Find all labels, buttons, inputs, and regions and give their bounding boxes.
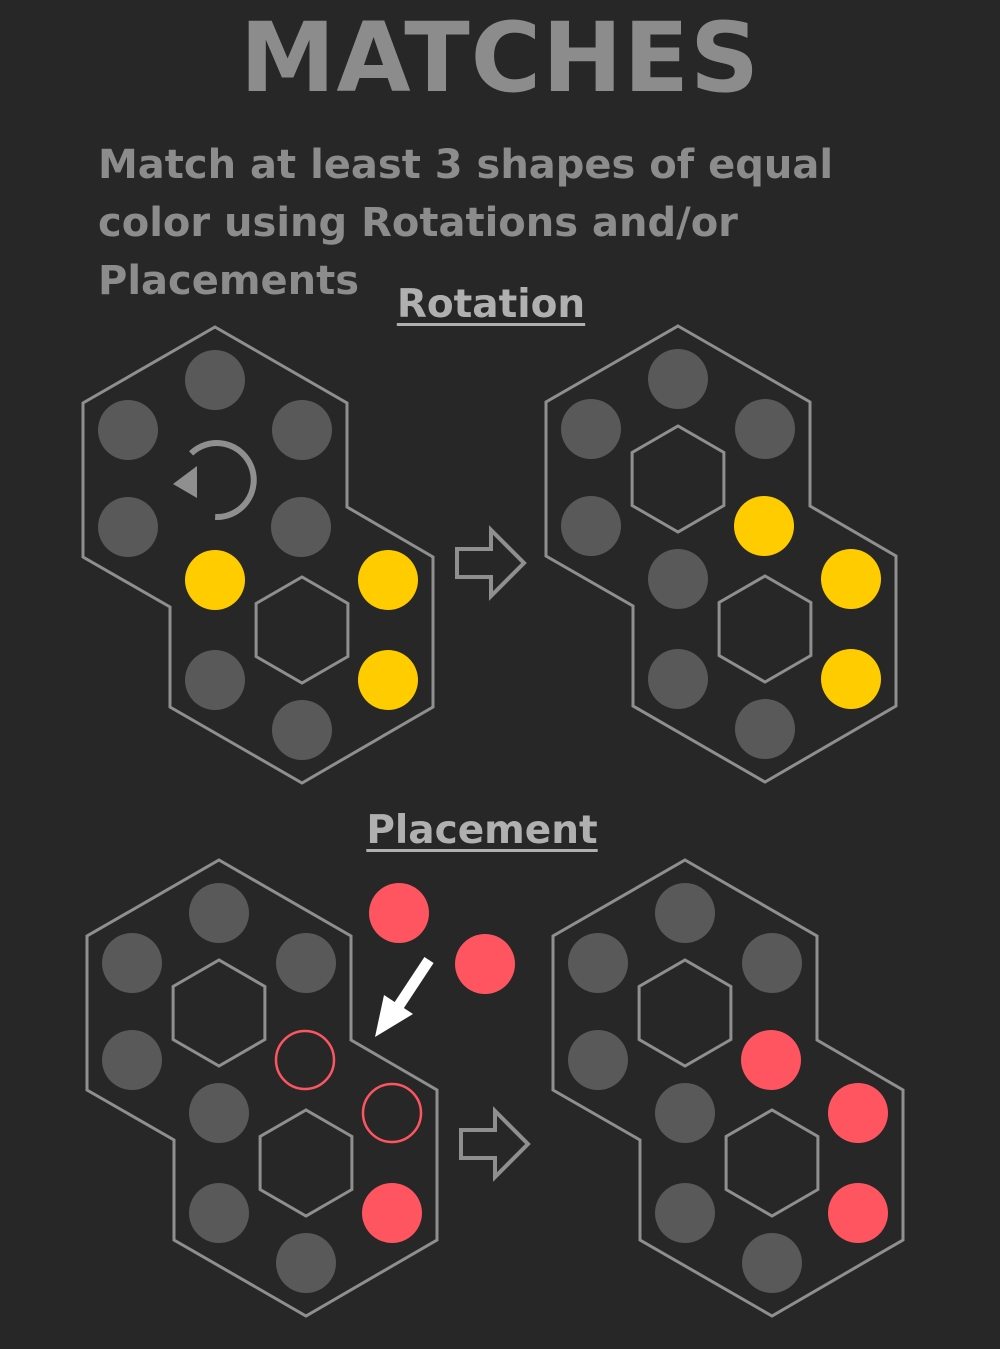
empty-piece[interactable] bbox=[568, 1030, 628, 1090]
ring-center-hex bbox=[724, 1108, 820, 1218]
ring-center-hex bbox=[258, 1108, 354, 1218]
rotate-arrowhead bbox=[173, 466, 197, 498]
yellow-piece[interactable] bbox=[821, 649, 881, 709]
empty-piece[interactable] bbox=[185, 650, 245, 710]
empty-piece[interactable] bbox=[648, 649, 708, 709]
red-piece[interactable] bbox=[741, 1030, 801, 1090]
empty-piece[interactable] bbox=[271, 497, 331, 557]
red-piece[interactable] bbox=[362, 1183, 422, 1243]
arrow-down-left-icon bbox=[375, 956, 434, 1037]
board-outline bbox=[544, 324, 898, 784]
yellow-piece[interactable] bbox=[185, 550, 245, 610]
drop-arrow-shaft bbox=[391, 956, 434, 1014]
ring-center-hex bbox=[254, 575, 350, 685]
empty-piece[interactable] bbox=[561, 399, 621, 459]
yellow-piece[interactable] bbox=[358, 550, 418, 610]
counterclockwise-rotate-icon[interactable] bbox=[173, 440, 257, 521]
empty-piece[interactable] bbox=[189, 883, 249, 943]
empty-piece[interactable] bbox=[98, 400, 158, 460]
empty-piece[interactable] bbox=[561, 496, 621, 556]
floating-red-piece[interactable] bbox=[369, 883, 429, 943]
empty-piece[interactable] bbox=[276, 933, 336, 993]
instructions-text: Match at least 3 shapes of equal color u… bbox=[98, 142, 834, 304]
empty-piece[interactable] bbox=[189, 1083, 249, 1143]
empty-piece[interactable] bbox=[272, 400, 332, 460]
board-rotation-before bbox=[81, 325, 435, 785]
red-piece[interactable] bbox=[828, 1183, 888, 1243]
arrow-right-outline-icon bbox=[459, 1106, 531, 1182]
board-placement-after bbox=[551, 858, 905, 1318]
empty-piece[interactable] bbox=[735, 699, 795, 759]
empty-piece[interactable] bbox=[272, 700, 332, 760]
rotate-arc bbox=[189, 440, 257, 521]
yellow-piece[interactable] bbox=[358, 650, 418, 710]
yellow-piece[interactable] bbox=[821, 549, 881, 609]
ring-center-hex bbox=[171, 958, 267, 1068]
empty-piece[interactable] bbox=[735, 399, 795, 459]
arrow-shape bbox=[455, 525, 527, 601]
board-outline bbox=[85, 858, 439, 1318]
empty-piece[interactable] bbox=[189, 1183, 249, 1243]
empty-piece[interactable] bbox=[568, 933, 628, 993]
empty-piece[interactable] bbox=[648, 549, 708, 609]
rotation-section-label: Rotation bbox=[396, 282, 586, 327]
red-piece[interactable] bbox=[828, 1083, 888, 1143]
floating-red-piece[interactable] bbox=[455, 934, 515, 994]
empty-piece[interactable] bbox=[102, 933, 162, 993]
board-placement-before bbox=[85, 858, 439, 1318]
empty-piece[interactable] bbox=[102, 1030, 162, 1090]
target-slot[interactable] bbox=[361, 1082, 423, 1144]
empty-piece[interactable] bbox=[98, 497, 158, 557]
arrow-shape bbox=[459, 1106, 531, 1182]
placement-section-label: Placement bbox=[366, 808, 598, 853]
empty-piece[interactable] bbox=[655, 883, 715, 943]
empty-piece[interactable] bbox=[655, 1083, 715, 1143]
drop-arrow-head bbox=[375, 995, 413, 1037]
yellow-piece[interactable] bbox=[734, 496, 794, 556]
empty-piece[interactable] bbox=[742, 1233, 802, 1293]
empty-piece[interactable] bbox=[276, 1233, 336, 1293]
board-outline bbox=[81, 325, 435, 785]
empty-piece[interactable] bbox=[742, 933, 802, 993]
ring-center-hex bbox=[630, 424, 726, 534]
board-outline bbox=[551, 858, 905, 1318]
ring-center-hex bbox=[637, 958, 733, 1068]
board-rotation-after bbox=[544, 324, 898, 784]
page-title: MATCHES bbox=[239, 2, 761, 114]
empty-piece[interactable] bbox=[185, 350, 245, 410]
empty-piece[interactable] bbox=[648, 349, 708, 409]
arrow-right-outline-icon bbox=[455, 525, 527, 601]
empty-piece[interactable] bbox=[655, 1183, 715, 1243]
target-slot[interactable] bbox=[274, 1029, 336, 1091]
ring-center-hex bbox=[717, 574, 813, 684]
